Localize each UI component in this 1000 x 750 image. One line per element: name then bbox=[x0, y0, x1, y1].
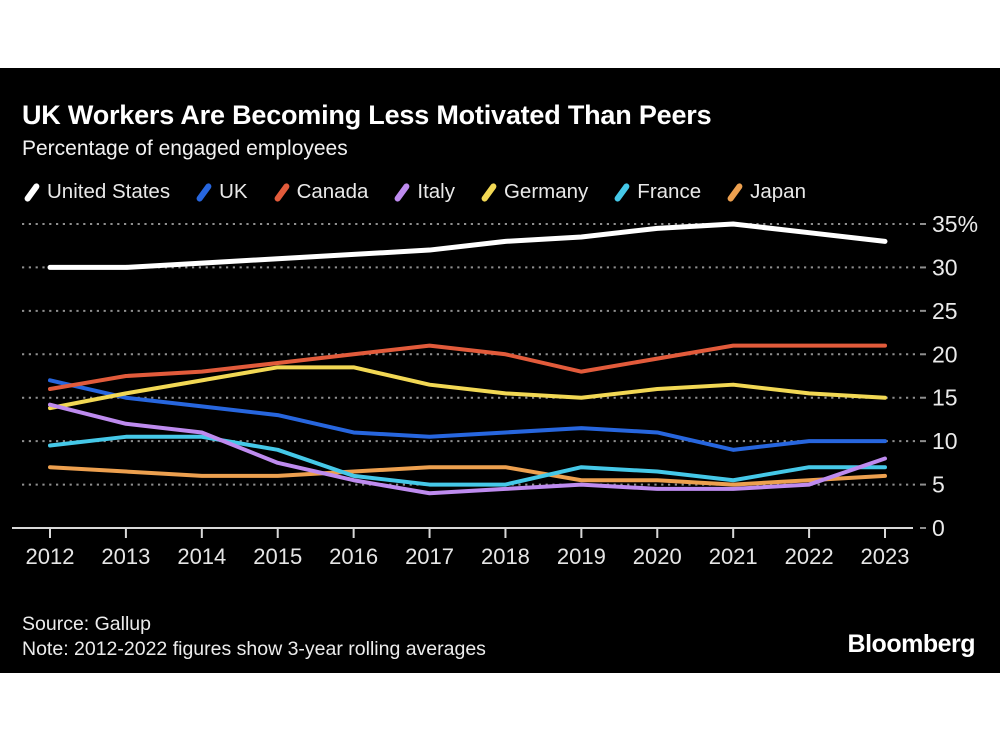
legend-swatch-icon bbox=[195, 181, 213, 203]
legend-label: UK bbox=[219, 180, 248, 203]
source-text: Source: Gallup bbox=[22, 613, 151, 635]
chart-subtitle: Percentage of engaged employees bbox=[22, 137, 348, 160]
legend-label: United States bbox=[47, 180, 171, 203]
legend-swatch-icon bbox=[613, 181, 631, 203]
legend-item-united-states: United States bbox=[23, 180, 171, 204]
legend-item-italy: Italy bbox=[393, 180, 455, 204]
legend: United States UK Canada Italy Germany France J… bbox=[23, 180, 806, 204]
note-text: Note: 2012-2022 figures show 3-year roll… bbox=[22, 638, 486, 660]
legend-item-canada: Canada bbox=[272, 180, 369, 204]
legend-swatch-icon bbox=[23, 181, 41, 203]
bloomberg-logo: Bloomberg bbox=[847, 630, 976, 658]
legend-item-uk: UK bbox=[195, 180, 248, 204]
legend-label: Canada bbox=[296, 180, 369, 203]
legend-swatch-icon bbox=[272, 181, 291, 203]
chart-title: UK Workers Are Becoming Less Motivated T… bbox=[22, 100, 712, 130]
legend-label: Germany bbox=[503, 180, 589, 203]
legend-swatch-icon bbox=[393, 181, 411, 203]
legend-label: Italy bbox=[417, 180, 455, 203]
legend-label: Japan bbox=[750, 180, 806, 203]
legend-swatch-icon bbox=[726, 181, 744, 203]
legend-item-france: France bbox=[613, 180, 702, 204]
legend-item-germany: Germany bbox=[480, 180, 589, 204]
legend-item-japan: Japan bbox=[726, 180, 806, 204]
legend-swatch-icon bbox=[480, 181, 498, 203]
legend-label: France bbox=[637, 180, 702, 203]
